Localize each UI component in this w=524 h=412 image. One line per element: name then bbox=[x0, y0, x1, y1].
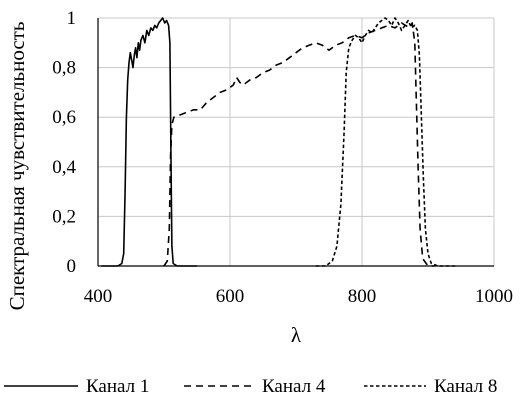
x-tick-label: 800 bbox=[348, 286, 377, 307]
x-tick-label: 400 bbox=[84, 286, 113, 307]
axes bbox=[97, 18, 494, 267]
legend-label-2: Канал 4 bbox=[262, 376, 326, 397]
series-line-1 bbox=[101, 17, 197, 267]
x-tick-labels: 400 600 800 1000 bbox=[84, 286, 513, 307]
legend: Канал 1 Канал 4 Канал 8 bbox=[4, 376, 497, 397]
y-tick-labels: 0 0,2 0,4 0,6 0,8 1 bbox=[52, 8, 76, 277]
series-lines bbox=[101, 17, 458, 267]
y-tick-label: 0,4 bbox=[52, 157, 76, 178]
y-axis-title: Спектральная чувствительность bbox=[5, 22, 29, 311]
x-axis-title: λ bbox=[291, 323, 302, 347]
legend-label-3: Канал 8 bbox=[434, 376, 497, 397]
x-tick-label: 600 bbox=[216, 286, 245, 307]
series-line-3 bbox=[315, 17, 458, 267]
grid-lines bbox=[97, 17, 495, 267]
series-line-2 bbox=[163, 22, 435, 267]
legend-label-1: Канал 1 bbox=[86, 376, 149, 397]
y-tick-label: 0,6 bbox=[52, 107, 76, 128]
y-tick-label: 0 bbox=[67, 256, 77, 277]
y-tick-label: 0,2 bbox=[52, 206, 76, 227]
y-tick-label: 0,8 bbox=[52, 58, 76, 79]
x-tick-label: 1000 bbox=[475, 286, 513, 307]
y-tick-label: 1 bbox=[67, 8, 77, 29]
